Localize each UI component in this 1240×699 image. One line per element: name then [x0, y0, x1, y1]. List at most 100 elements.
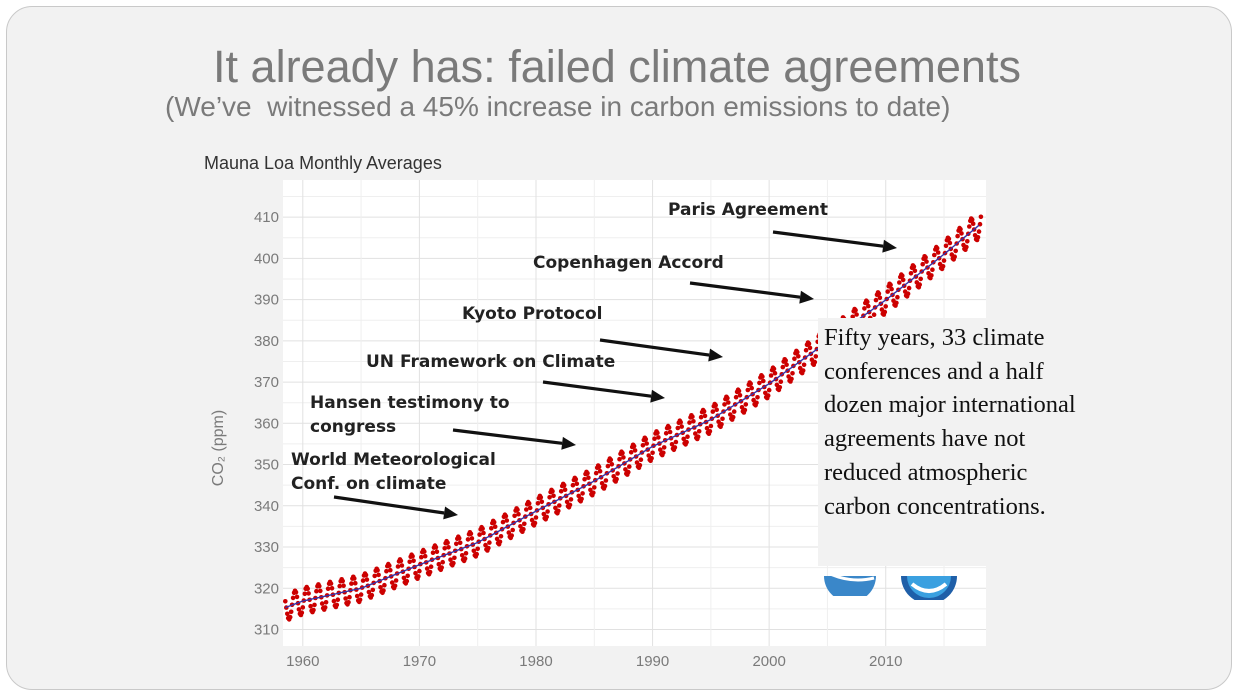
data-point — [486, 545, 491, 551]
data-point — [801, 362, 807, 368]
annotation-hansen: Hansen testimony to congress — [310, 393, 510, 437]
data-point — [335, 597, 341, 602]
nasa-logo-icon — [824, 576, 876, 596]
data-point — [405, 573, 411, 579]
data-point — [471, 548, 477, 554]
data-point — [873, 297, 879, 303]
data-point — [331, 598, 337, 604]
data-point — [483, 542, 488, 548]
data-point — [749, 385, 754, 391]
data-point — [883, 304, 888, 309]
data-point — [964, 244, 969, 250]
data-point — [897, 280, 902, 285]
x-tick-label: 1960 — [286, 653, 319, 670]
data-point — [698, 414, 704, 420]
data-point — [626, 469, 631, 475]
data-point — [427, 569, 433, 575]
data-point — [871, 312, 877, 318]
data-point — [446, 545, 451, 550]
data-point — [515, 507, 520, 513]
data-point — [737, 393, 743, 398]
data-point — [529, 517, 535, 523]
data-point — [905, 291, 911, 297]
data-point — [690, 414, 695, 420]
data-point — [790, 371, 795, 376]
data-point — [685, 434, 690, 440]
data-point — [667, 429, 673, 435]
data-point — [918, 276, 923, 282]
data-point — [853, 307, 858, 313]
data-point — [378, 585, 383, 590]
data-point — [306, 591, 311, 596]
data-point — [413, 570, 418, 576]
data-point — [704, 425, 710, 431]
data-point — [285, 611, 290, 617]
arrow-shaft — [333, 495, 445, 515]
data-point — [509, 533, 514, 538]
data-point — [778, 379, 784, 385]
trend-line — [285, 224, 980, 609]
data-point — [551, 493, 556, 499]
data-point — [702, 413, 708, 419]
data-point — [889, 286, 894, 292]
data-point — [459, 553, 465, 558]
data-point — [602, 483, 608, 489]
data-point — [288, 609, 294, 615]
data-point — [474, 551, 480, 557]
data-point — [761, 378, 766, 384]
data-point — [908, 271, 914, 276]
data-point — [364, 577, 370, 582]
data-point — [679, 424, 684, 429]
y-tick-label: 330 — [254, 539, 279, 556]
y-tick-label: 370 — [254, 374, 279, 391]
x-tick-label: 2010 — [869, 653, 902, 670]
data-point — [308, 603, 313, 609]
data-point — [504, 518, 510, 523]
data-point — [736, 388, 742, 394]
data-point — [888, 282, 893, 288]
arrow-head — [708, 348, 723, 362]
data-point — [296, 607, 302, 612]
data-point — [592, 485, 597, 490]
data-point — [596, 464, 602, 470]
data-point — [329, 586, 335, 591]
data-point — [739, 405, 745, 410]
chart-title: Mauna Loa Monthly Averages — [204, 153, 442, 173]
data-point — [407, 559, 413, 565]
y-tick-label: 340 — [254, 498, 279, 515]
data-point — [469, 536, 475, 541]
data-point — [556, 508, 561, 514]
data-point — [924, 259, 929, 264]
data-point — [672, 445, 678, 450]
data-point — [646, 453, 651, 458]
data-point — [605, 463, 611, 469]
data-point — [882, 309, 888, 315]
data-point — [392, 583, 398, 589]
data-point — [940, 264, 946, 269]
data-point — [900, 273, 905, 279]
data-point — [465, 537, 471, 542]
data-point — [516, 511, 521, 517]
data-point — [806, 341, 812, 347]
data-point — [562, 487, 568, 493]
data-point — [970, 221, 976, 226]
data-point — [585, 471, 590, 476]
data-point — [597, 468, 603, 474]
data-point — [663, 431, 669, 436]
data-point — [743, 402, 749, 407]
data-point — [866, 303, 871, 309]
data-point — [381, 588, 386, 593]
data-point — [401, 575, 407, 581]
data-point — [417, 568, 422, 574]
data-point — [976, 229, 982, 234]
data-point — [894, 300, 899, 306]
data-point — [539, 499, 545, 505]
data-point — [800, 368, 806, 373]
data-point — [673, 439, 679, 445]
data-point — [337, 583, 343, 589]
noaa-logo-icon — [901, 576, 957, 600]
data-point — [710, 409, 716, 414]
data-point — [640, 443, 646, 448]
data-point — [318, 588, 323, 594]
data-point — [678, 419, 683, 425]
